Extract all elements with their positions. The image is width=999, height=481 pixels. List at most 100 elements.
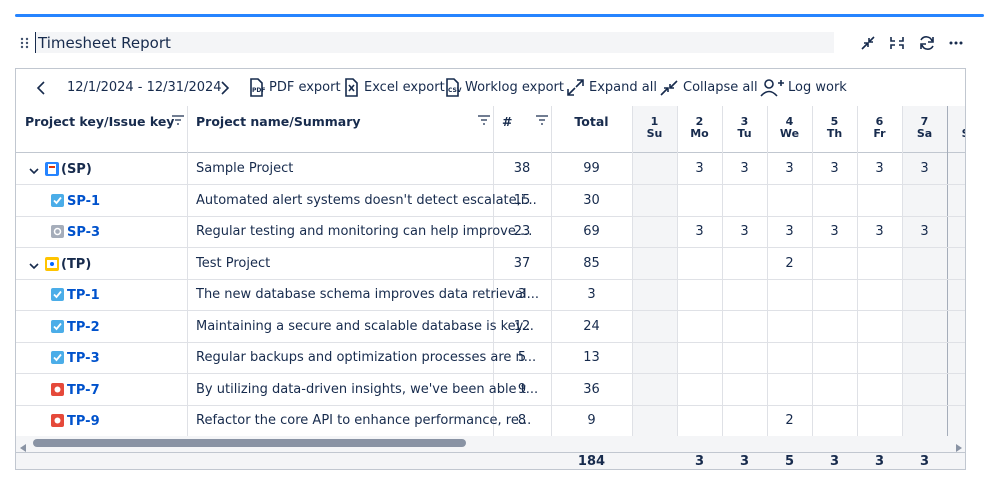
count: 12 <box>513 318 531 334</box>
expand-toggle-glyph <box>29 262 39 269</box>
next-month[interactable] <box>218 80 232 96</box>
issue-icon <box>50 350 66 366</box>
day-number: 6 <box>875 115 884 128</box>
total: 3 <box>587 287 596 302</box>
row-border <box>16 215 965 217</box>
expand-toggle-glyph <box>29 168 39 175</box>
project-key: (TP) <box>61 256 92 272</box>
day-hours: 3 <box>920 224 929 239</box>
issue-icon <box>44 256 60 272</box>
title-input[interactable] <box>35 32 834 53</box>
footer-day: 3 <box>694 454 705 469</box>
filter-icon[interactable] <box>535 111 549 125</box>
scroll-thumb[interactable] <box>33 439 466 447</box>
issue-icon-glyph <box>45 162 59 176</box>
day-hours: 3 <box>695 224 704 239</box>
day-number: 2 <box>695 115 704 128</box>
column-header: # <box>502 114 513 129</box>
issue-key[interactable]: TP-9 <box>67 414 100 429</box>
toolbar-action[interactable]: Excel export <box>364 80 445 95</box>
scroll-left[interactable] <box>18 438 28 452</box>
issue-key[interactable]: SP-3 <box>67 225 101 240</box>
summary[interactable]: Refactor the core API to enhance perform… <box>196 413 532 428</box>
date-range[interactable]: 12/1/2024 - 12/31/2024 <box>67 80 222 95</box>
toolbar-action[interactable]: Expand all <box>589 80 657 95</box>
col-border <box>551 106 552 436</box>
row-border <box>16 278 965 280</box>
footer-row <box>16 452 965 469</box>
filter-icon-glyph <box>536 115 548 125</box>
day-hours: 3 <box>830 161 839 176</box>
filter-icon-glyph <box>478 115 490 125</box>
day-name: Su <box>646 127 663 140</box>
total: 99 <box>583 161 600 176</box>
day-hours: 2 <box>785 255 794 271</box>
prev-month[interactable] <box>34 80 48 96</box>
day-name: Mo <box>690 127 709 140</box>
count: 37 <box>513 255 531 271</box>
footer-day: 3 <box>874 454 885 469</box>
total: 30 <box>583 192 600 208</box>
footer-day: 3 <box>919 454 930 469</box>
issue-key[interactable]: TP-2 <box>67 319 100 335</box>
issue-key[interactable]: SP-1 <box>67 193 101 209</box>
issue-icon <box>50 413 66 429</box>
scroll-right[interactable] <box>954 438 964 452</box>
col-border <box>632 106 633 436</box>
filter-icon[interactable] <box>171 111 185 125</box>
header-border <box>16 152 965 153</box>
row-border <box>16 373 965 374</box>
expand-toggle[interactable] <box>28 162 40 175</box>
day-number: 7 <box>920 115 929 128</box>
toolbar-action[interactable]: Worklog export <box>465 80 564 95</box>
count: 9 <box>517 381 527 397</box>
total: 13 <box>583 350 600 365</box>
day-name: Tu <box>737 127 752 140</box>
row-border <box>16 310 965 311</box>
count: 5 <box>517 350 527 365</box>
svg-text:PDF: PDF <box>252 87 265 94</box>
report-title: Timesheet Report <box>38 34 171 52</box>
day-hours: 3 <box>875 161 884 176</box>
day-name: Th <box>826 127 843 140</box>
summary[interactable]: Regular backups and optimization process… <box>196 350 537 365</box>
summary[interactable]: The new database schema improves data re… <box>196 287 539 302</box>
header-icons[interactable] <box>859 34 969 52</box>
summary[interactable]: By utilizing data-driven insights, we've… <box>196 381 539 397</box>
issue-icon-glyph <box>51 225 64 238</box>
toolbar-action[interactable]: PDF export <box>269 80 341 95</box>
issue-icon-glyph <box>45 256 59 271</box>
summary[interactable]: Regular testing and monitoring can help … <box>196 224 533 239</box>
expand-toggle[interactable] <box>28 257 40 269</box>
issue-key[interactable]: TP-1 <box>67 288 100 303</box>
summary[interactable]: Automated alert systems doesn't detect e… <box>196 192 537 208</box>
top-accent <box>15 14 984 17</box>
col-border <box>902 106 903 436</box>
count: 38 <box>513 161 531 176</box>
filter-icon-glyph <box>172 115 184 125</box>
day-hours: 2 <box>785 413 794 428</box>
col-border <box>767 106 768 436</box>
total: 9 <box>587 413 596 428</box>
summary[interactable]: Sample Project <box>196 161 294 176</box>
footer-day: 3 <box>829 454 840 469</box>
issue-icon-glyph <box>51 414 64 427</box>
col-border <box>857 106 858 436</box>
weekend-shade <box>632 106 677 436</box>
toolbar-action[interactable]: Collapse all <box>683 80 758 95</box>
row-border <box>16 404 965 406</box>
count: 15 <box>513 192 531 208</box>
issue-key[interactable]: TP-7 <box>67 382 100 398</box>
drag-handle[interactable] <box>20 37 30 49</box>
summary[interactable]: Maintaining a secure and scalable databa… <box>196 318 534 334</box>
total: 36 <box>583 381 600 397</box>
day-number: 1 <box>650 115 659 128</box>
issue-key[interactable]: TP-3 <box>67 351 100 366</box>
footer-day: 5 <box>784 454 795 469</box>
summary[interactable]: Test Project <box>196 255 271 271</box>
filter-icon[interactable] <box>477 111 491 125</box>
day-hours: 3 <box>695 161 704 176</box>
toolbar-action[interactable]: Log work <box>788 80 847 95</box>
row-border <box>16 247 965 248</box>
